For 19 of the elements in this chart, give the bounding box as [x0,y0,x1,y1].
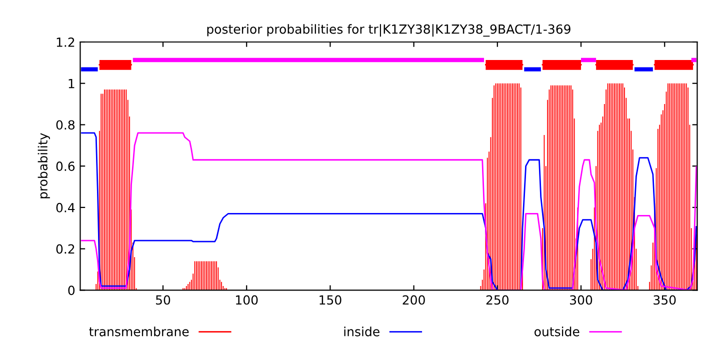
legend-label: inside [344,326,380,336]
y-tick-label: 0.2 [56,244,74,254]
y-tick-label: 0.6 [56,162,75,171]
x-tick-label: 100 [236,295,258,305]
x-tick-label: 250 [486,295,509,305]
x-tick-label: 200 [402,295,425,305]
y-tick-label: 0.4 [56,202,75,212]
y-tick-label: 1 [68,78,74,88]
x-tick-label: 300 [570,295,592,305]
x-tick-label: 50 [156,295,170,305]
legend-label: outside [534,326,580,336]
y-tick-label: 0.8 [56,120,75,130]
legend-label: transmembrane [89,326,189,336]
y-axis-title: probability [38,133,50,198]
chart-title: posterior probabilities for tr|K1ZY38|K1ZY38_9BACT/1-369 [207,24,570,37]
x-tick-label: 150 [320,295,342,305]
x-tick-label: 350 [654,295,676,305]
y-tick-label: 1.2 [56,37,74,47]
y-tick-label: 0 [68,286,75,296]
